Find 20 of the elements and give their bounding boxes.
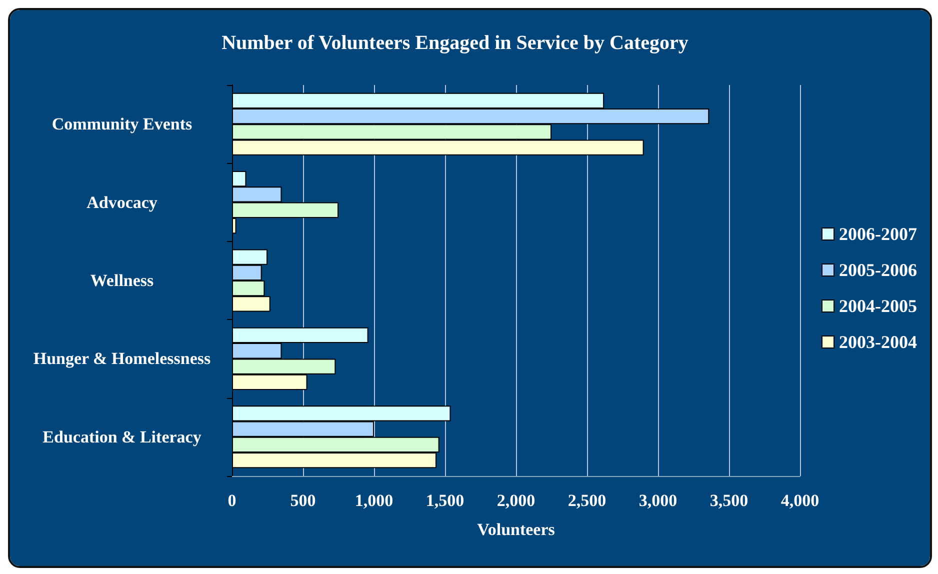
y-tick-label: Advocacy [86,192,158,212]
x-tick-label: 1,500 [426,491,464,510]
x-tick-label: 2,500 [568,491,606,510]
legend-label: 2003-2004 [839,332,918,352]
legend-label: 2004-2005 [839,296,918,316]
y-tick-label: Community Events [52,114,193,134]
y-tick-label: Education & Literacy [42,427,202,446]
y-tick-label: Wellness [90,271,154,290]
y-tick-label: Hunger & Homelessness [33,349,211,368]
chart-title: Number of Volunteers Engaged in Service by Category [222,32,688,54]
x-axis-title: Volunteers [477,520,556,539]
x-tick-label: 3,000 [638,491,678,510]
x-tick-label: 500 [290,491,316,510]
x-tick-label: 0 [228,491,236,510]
x-tick-label: 4,000 [780,491,820,510]
x-tick-label: 3,500 [710,491,748,510]
legend-label: 2006-2007 [839,224,918,244]
x-tick-label: 1,000 [354,491,394,510]
x-tick-label: 2,000 [496,491,536,510]
legend-label: 2005-2006 [839,260,918,280]
